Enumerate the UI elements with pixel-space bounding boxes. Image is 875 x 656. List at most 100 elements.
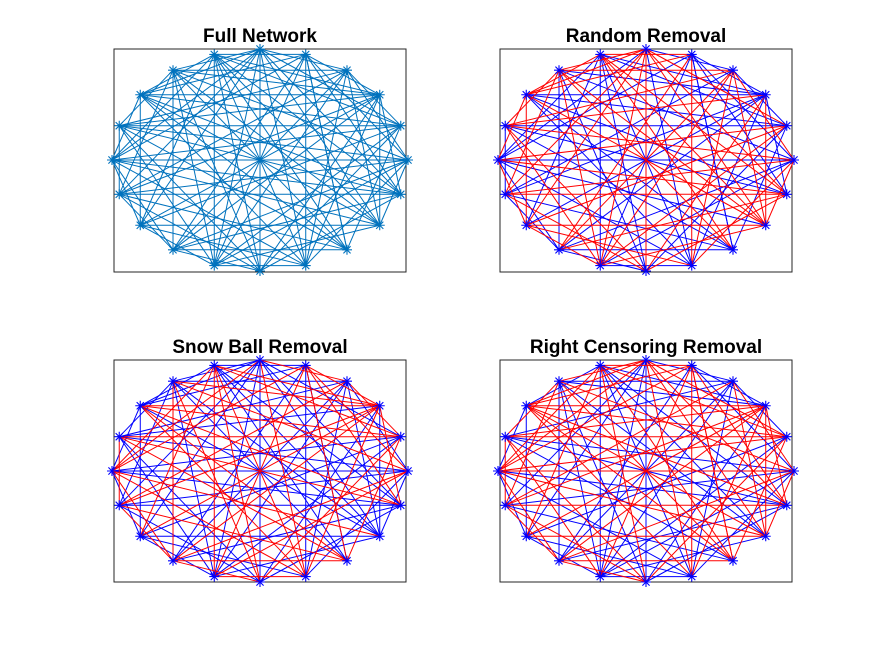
network-edge — [213, 54, 402, 195]
removed-edge — [504, 436, 647, 583]
node-marker — [554, 65, 565, 76]
network-edge — [140, 125, 401, 226]
network-edge — [259, 48, 381, 226]
node-marker — [521, 400, 532, 411]
removed-edge — [504, 125, 601, 266]
node-marker — [500, 189, 511, 200]
kept-edge — [765, 94, 788, 195]
removed-edge — [765, 470, 795, 537]
network-edge — [305, 94, 381, 266]
node-marker — [727, 555, 738, 566]
node-marker — [554, 376, 565, 387]
kept-edge — [505, 94, 766, 195]
node-marker — [209, 571, 220, 582]
kept-edge — [645, 48, 693, 266]
node-marker — [341, 376, 352, 387]
kept-edge — [558, 380, 767, 537]
network-edge — [379, 94, 402, 195]
node-marker — [107, 466, 117, 476]
removed-edge — [599, 48, 647, 266]
network-edge — [172, 193, 401, 251]
network-edge — [172, 70, 215, 266]
network-edge — [140, 94, 401, 195]
node-marker — [521, 531, 532, 542]
kept-edge — [599, 54, 647, 272]
removed-edge — [558, 48, 647, 71]
node-marker — [641, 355, 651, 365]
node-marker — [300, 360, 311, 371]
kept-edge — [599, 359, 647, 577]
node-marker — [135, 531, 146, 542]
removed-edge — [259, 436, 402, 583]
removed-edge — [526, 359, 647, 407]
removed-edge — [732, 381, 767, 537]
removed-edge — [111, 470, 174, 562]
network-edge — [213, 54, 261, 272]
node-marker — [686, 49, 697, 60]
removed-edge — [172, 405, 381, 562]
panel-title: Random Removal — [566, 26, 726, 47]
removed-edge — [525, 365, 601, 537]
network-edge — [259, 94, 381, 272]
kept-edge — [172, 380, 381, 537]
kept-edge — [691, 54, 788, 195]
removed-edge — [525, 405, 693, 577]
node-marker — [341, 555, 352, 566]
removed-edge — [525, 48, 647, 226]
network-edge — [213, 54, 348, 251]
kept-edge — [140, 364, 215, 407]
network-edge — [111, 54, 215, 161]
kept-edge — [119, 436, 409, 472]
kept-edge — [172, 381, 215, 577]
removed-edge — [599, 365, 647, 583]
node-marker — [255, 44, 265, 54]
edge-layer — [497, 359, 795, 583]
kept-edge — [691, 94, 767, 266]
node-marker — [781, 500, 792, 511]
node-marker — [114, 120, 125, 131]
network-edge — [213, 48, 261, 266]
network-edge — [213, 54, 381, 226]
node-marker — [781, 120, 792, 131]
panel-title: Right Censoring Removal — [530, 337, 762, 358]
removed-edge — [691, 365, 788, 506]
network-edge — [111, 159, 306, 267]
removed-edge — [111, 364, 306, 472]
removed-edge — [111, 359, 261, 472]
removed-edge — [119, 405, 380, 506]
node-marker — [300, 571, 311, 582]
network-edge — [118, 125, 261, 272]
kept-edge — [118, 359, 261, 506]
removed-edge — [526, 94, 766, 226]
removed-edge — [599, 54, 734, 251]
network-edge — [172, 94, 381, 251]
removed-edge — [558, 193, 787, 251]
node-marker — [168, 376, 179, 387]
panel-full-network: Full Network — [107, 26, 413, 276]
kept-edge — [140, 535, 215, 578]
network-edge — [305, 53, 380, 96]
removed-edge — [525, 405, 734, 562]
removed-edge — [558, 54, 693, 251]
node-marker — [727, 65, 738, 76]
node-marker — [686, 571, 697, 582]
node-marker — [641, 577, 651, 587]
node-marker — [789, 466, 799, 476]
kept-edge — [259, 405, 381, 583]
node-marker — [395, 189, 406, 200]
network-edge — [111, 159, 401, 195]
removed-edge — [645, 436, 788, 583]
kept-edge — [691, 364, 766, 407]
network-edge — [140, 224, 215, 267]
removed-edge — [119, 436, 348, 562]
removed-edge — [645, 48, 787, 127]
kept-edge — [526, 535, 601, 578]
removed-edge — [732, 70, 767, 226]
kept-edge — [497, 470, 527, 537]
removed-edge — [526, 48, 647, 96]
network-edge — [172, 54, 307, 251]
node-marker — [781, 189, 792, 200]
network-edge — [119, 125, 409, 161]
removed-edge — [497, 436, 787, 472]
network-edge — [172, 48, 261, 71]
